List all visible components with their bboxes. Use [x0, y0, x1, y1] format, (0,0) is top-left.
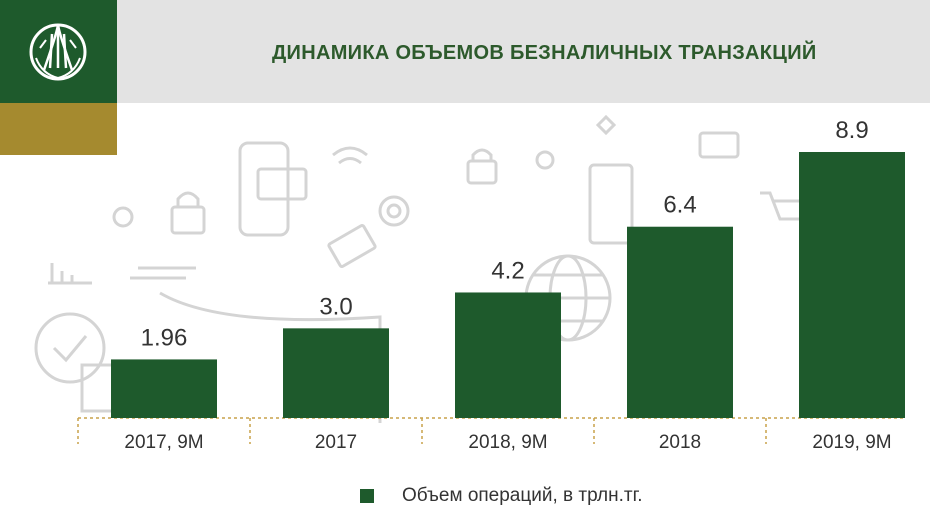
- x-tick-label: 2017, 9М: [124, 432, 203, 453]
- bar: [627, 226, 733, 418]
- credit-card-icon: [698, 131, 740, 159]
- x-tick-label: 2019, 9М: [812, 432, 891, 453]
- bar-value-label: 3.0: [319, 293, 352, 320]
- target-icon: [378, 195, 410, 227]
- x-tick-label: 2017: [315, 432, 357, 453]
- bar-value-label: 4.2: [491, 257, 524, 284]
- card-icon: [256, 167, 308, 201]
- wifi-icon: [332, 146, 368, 165]
- pos-terminal-icon: [588, 163, 634, 245]
- legend-swatch: [360, 489, 374, 503]
- dash-line-1: [130, 266, 196, 280]
- logo-block: [0, 0, 117, 103]
- x-tick-label: 2018: [659, 432, 701, 453]
- bar-value-label: 8.9: [835, 117, 868, 144]
- bar-value-label: 1.96: [141, 324, 188, 351]
- lock-icon: [170, 205, 206, 235]
- national-bank-emblem-icon: [29, 23, 87, 81]
- x-tick-label: 2018, 9М: [468, 432, 547, 453]
- bar: [111, 359, 217, 418]
- bar-value-label: 6.4: [663, 192, 696, 219]
- smartphone-icon: [238, 141, 290, 237]
- header-band: [0, 0, 930, 103]
- location-pin-icon: [112, 206, 134, 228]
- bar: [455, 292, 561, 418]
- gear-icon: [535, 150, 555, 170]
- page-title: ДИНАМИКА ОБЪЕМОВ БЕЗНАЛИЧНЫХ ТРАНЗАКЦИЙ: [272, 42, 817, 64]
- bar: [799, 152, 905, 418]
- bar: [283, 328, 389, 418]
- check-circle-icon: [34, 312, 106, 384]
- legend: Объем операций, в трлн.тг.: [360, 484, 642, 508]
- banknote-icon: [327, 223, 377, 269]
- bar-chart-icon: [48, 263, 92, 285]
- diamond-icon: [595, 114, 617, 136]
- curve-line: [159, 291, 382, 423]
- lock-icon-2: [466, 159, 498, 185]
- gold-accent-block: [0, 103, 117, 155]
- legend-label: Объем операций, в трлн.тг.: [402, 485, 643, 506]
